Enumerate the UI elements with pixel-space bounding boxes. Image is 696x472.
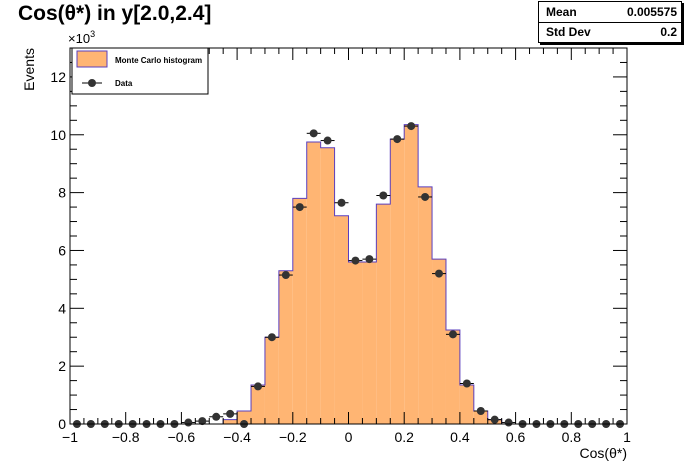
data-point [226,409,235,418]
x-tick-label: −0.6 [168,429,196,445]
data-point [421,192,430,201]
mc-histogram-bar [362,262,377,424]
y-axis-label: Events [21,48,37,91]
stat-row-stddev: Std Dev 0.2 [539,22,681,42]
legend-mc-swatch [76,50,108,68]
data-point [462,379,471,388]
x-tick-label: −0.4 [223,429,251,445]
data-point [253,382,262,391]
legend: Monte Carlo histogram Data [71,47,209,95]
y-multiplier-base: ×10 [68,31,90,46]
x-tick-label: 0.6 [506,429,526,445]
axes-group: −1 −0.8 −0.6 −0.4 −0.2 0 0.2 0.4 0.6 0.8 102468101… [50,47,631,445]
stat-row-mean: Mean 0.005575 [539,2,681,23]
mc-histogram-bar [432,259,446,424]
y-tick-label: 10 [50,127,66,143]
mc-histogram-bar [278,270,293,424]
x-tick-label: −1 [62,429,78,445]
mc-histogram-bar [292,198,307,424]
data-point [267,333,276,342]
y-tick-label: 0 [58,416,66,432]
data-point [490,415,499,424]
x-tick-label: 0.8 [562,429,582,445]
stat-stddev-label: Std Dev [546,25,591,39]
data-point [309,129,318,138]
data-point [476,406,485,415]
y-tick-label: 4 [58,300,66,316]
mc-histogram-bar [251,384,265,424]
y-tick-label: 8 [58,185,66,201]
data-point [184,418,193,427]
legend-data-label: Data [115,79,133,88]
mc-histogram-bar [348,262,363,424]
mc-histogram-bar [390,139,405,424]
x-tick-label: −0.8 [112,429,140,445]
legend-data-marker [88,79,96,87]
mc-histogram-bar [320,147,335,425]
data-point [337,198,346,207]
legend-mc-label: Monte Carlo histogram [115,56,202,65]
x-tick-label: 0 [345,429,353,445]
x-axis-label: Cos(θ*) [580,445,627,461]
data-point [281,271,290,280]
data-point [379,191,388,200]
mc-histogram-bar [404,124,419,425]
mc-histogram-bar [334,215,349,424]
y-tick-label: 6 [58,242,66,258]
mc-histogram-bar [445,330,460,424]
stat-mean-label: Mean [546,5,577,19]
mc-histogram-bar [306,142,321,424]
mc-histogram-bar [459,384,474,424]
data-point [351,256,360,265]
mc-histogram-bar [264,337,279,424]
y-tick-label: 2 [58,358,66,374]
stat-stddev-value: 0.2 [660,25,677,39]
mc-histogram-bar [237,410,252,424]
mc-histogram-bar [418,186,433,424]
x-tick-label: 0.4 [450,429,470,445]
y-multiplier-exponent: 3 [90,29,95,39]
data-point [365,255,374,264]
data-point [295,203,304,212]
data-point [323,136,332,145]
x-tick-label: 0.2 [394,429,414,445]
y-axis-multiplier: ×103 [68,29,95,46]
data-point [212,412,221,421]
mc-histogram-bar [473,410,488,424]
data-point [198,417,207,426]
data-point [504,418,513,427]
data-point [407,122,416,131]
data-point [448,330,457,339]
x-tick-label: −0.2 [279,429,307,445]
mc-histogram-bar [376,204,391,424]
data-point [435,269,444,278]
stat-mean-value: 0.005575 [626,5,677,19]
mc-histogram-bar [223,419,238,424]
data-point [393,135,402,144]
stats-box: Mean 0.005575 Std Dev 0.2 [538,1,682,43]
y-tick-label: 12 [50,69,66,85]
chart-title: Cos(θ*) in y[2.0,2.4] [18,2,212,25]
x-tick-label: 1 [623,429,631,445]
mc-histogram-group [70,124,627,425]
